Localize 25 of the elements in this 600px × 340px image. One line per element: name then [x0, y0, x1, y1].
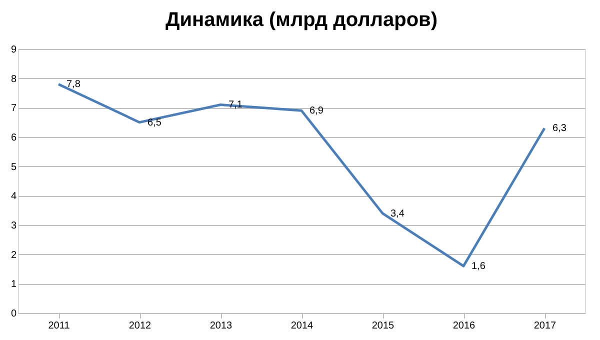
x-tick-label: 2015: [372, 320, 395, 332]
x-tick-label: 2011: [48, 320, 70, 332]
y-tick-label: 3: [10, 220, 17, 232]
y-tick-label: 7: [10, 103, 17, 114]
y-tick-label: 4: [10, 191, 17, 202]
y-tick-label: 5: [10, 162, 17, 173]
data-label: 6,3: [552, 123, 567, 134]
data-label: 1,6: [472, 261, 486, 272]
chart-title: Динамика (млрд долларов): [166, 9, 438, 31]
data-label: 7,8: [66, 79, 81, 90]
x-tick-label: 2017: [534, 320, 557, 332]
y-tick-label: 0: [10, 308, 17, 320]
x-tick-label: 2016: [452, 320, 476, 332]
y-tick-label: 6: [10, 132, 17, 144]
x-tick-label: 2014: [290, 320, 314, 332]
y-tick-label: 8: [10, 74, 17, 85]
y-tick-label: 9: [10, 44, 17, 56]
data-label: 7,1: [228, 100, 243, 111]
y-tick-label: 1: [10, 279, 17, 290]
x-tick-label: 2013: [210, 320, 233, 332]
x-tick-label: 2012: [128, 320, 152, 332]
data-label: 6,5: [148, 117, 162, 128]
data-label: 6,9: [310, 106, 324, 117]
y-tick-label: 2: [10, 250, 17, 261]
data-label: 3,4: [390, 208, 405, 220]
